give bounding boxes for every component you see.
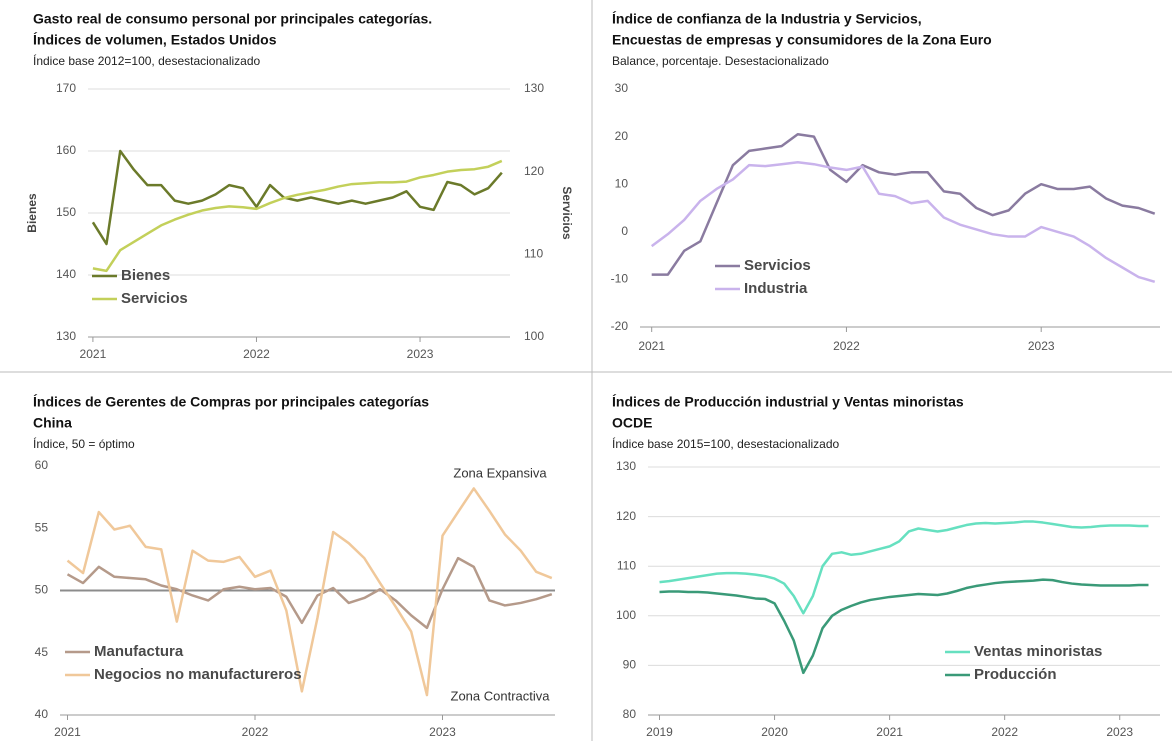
legend-label: Servicios (744, 257, 811, 274)
series-line (92, 159, 503, 273)
chart-subtitle: Índice, 50 = óptimo (33, 436, 135, 451)
x-tick-label: 2023 (407, 347, 434, 361)
x-tick-label: 2021 (54, 725, 81, 739)
annotation: Zona Contractiva (451, 688, 551, 703)
series-line (659, 520, 1149, 615)
legend-label: Bienes (121, 267, 170, 284)
legend-label: Negocios no manufactureros (94, 666, 302, 683)
x-tick-label: 2023 (1028, 339, 1055, 353)
legend-label: Manufactura (94, 643, 184, 660)
y-tick-label: 150 (56, 205, 76, 219)
chart-title: OCDE (612, 415, 652, 431)
y2-axis-label: Servicios (560, 186, 574, 240)
y-tick-label: 55 (35, 520, 49, 534)
y-tick-label: 90 (623, 658, 637, 672)
legend-label: Servicios (121, 290, 188, 307)
y2-tick-label: 120 (524, 164, 544, 178)
y-tick-label: -10 (611, 272, 629, 286)
y-tick-label: 40 (35, 707, 49, 721)
x-tick-label: 2022 (243, 347, 270, 361)
x-tick-label: 2021 (638, 339, 665, 353)
y-tick-label: 50 (35, 583, 49, 597)
y-tick-label: 60 (35, 458, 49, 472)
series-line (66, 556, 553, 630)
chart-subtitle: Índice base 2015=100, desestacionalizado (612, 436, 840, 451)
x-tick-label: 2022 (242, 725, 269, 739)
y-tick-label: 100 (616, 608, 636, 622)
chart-title: Índice de confianza de la Industria y Se… (612, 11, 922, 27)
y-tick-label: 140 (56, 267, 76, 281)
legend-label: Industria (744, 280, 808, 297)
x-tick-label: 2022 (991, 725, 1018, 739)
chart-subtitle: Índice base 2012=100, desestacionalizado (33, 53, 261, 68)
x-tick-label: 2022 (833, 339, 860, 353)
y-tick-label: 45 (35, 645, 49, 659)
y-tick-label: 110 (617, 558, 636, 572)
chart-title: Índices de Producción industrial y Venta… (612, 394, 964, 410)
x-tick-label: 2021 (80, 347, 107, 361)
chart-title: China (33, 415, 72, 431)
series-line (91, 149, 503, 246)
y-tick-label: 0 (621, 224, 628, 238)
y-tick-label: 120 (616, 509, 636, 523)
x-tick-label: 2023 (1106, 725, 1133, 739)
y-tick-label: 80 (623, 707, 637, 721)
series-line (66, 487, 553, 697)
legend-label: Producción (974, 666, 1057, 683)
legend-label: Ventas minoristas (974, 643, 1102, 660)
y-tick-label: -20 (611, 319, 629, 333)
chart-subtitle: Balance, porcentaje. Desestacionalizado (612, 54, 829, 68)
chart-title: Encuestas de empresas y consumidores de … (612, 32, 992, 48)
series-line (650, 161, 1156, 283)
y-tick-label: 30 (615, 81, 629, 95)
y2-tick-label: 100 (524, 329, 544, 343)
series-line (651, 132, 1156, 276)
y2-tick-label: 130 (524, 81, 544, 95)
chart-title: Índices de volumen, Estados Unidos (33, 32, 277, 48)
y-tick-label: 130 (56, 329, 76, 343)
y-axis-label: Bienes (25, 193, 39, 233)
y-tick-label: 130 (616, 459, 636, 473)
annotation: Zona Expansiva (453, 465, 547, 480)
x-tick-label: 2019 (646, 725, 673, 739)
y-tick-label: 160 (56, 143, 76, 157)
x-tick-label: 2023 (429, 725, 456, 739)
y-tick-label: 10 (615, 176, 629, 190)
x-tick-label: 2020 (761, 725, 788, 739)
x-tick-label: 2021 (876, 725, 903, 739)
y-tick-label: 20 (615, 129, 629, 143)
y-tick-label: 170 (56, 81, 76, 95)
chart-title: Índices de Gerentes de Compras por princ… (33, 394, 429, 410)
y2-tick-label: 110 (524, 247, 543, 261)
chart-title: Gasto real de consumo personal por princ… (33, 11, 432, 27)
series-line (659, 578, 1149, 675)
